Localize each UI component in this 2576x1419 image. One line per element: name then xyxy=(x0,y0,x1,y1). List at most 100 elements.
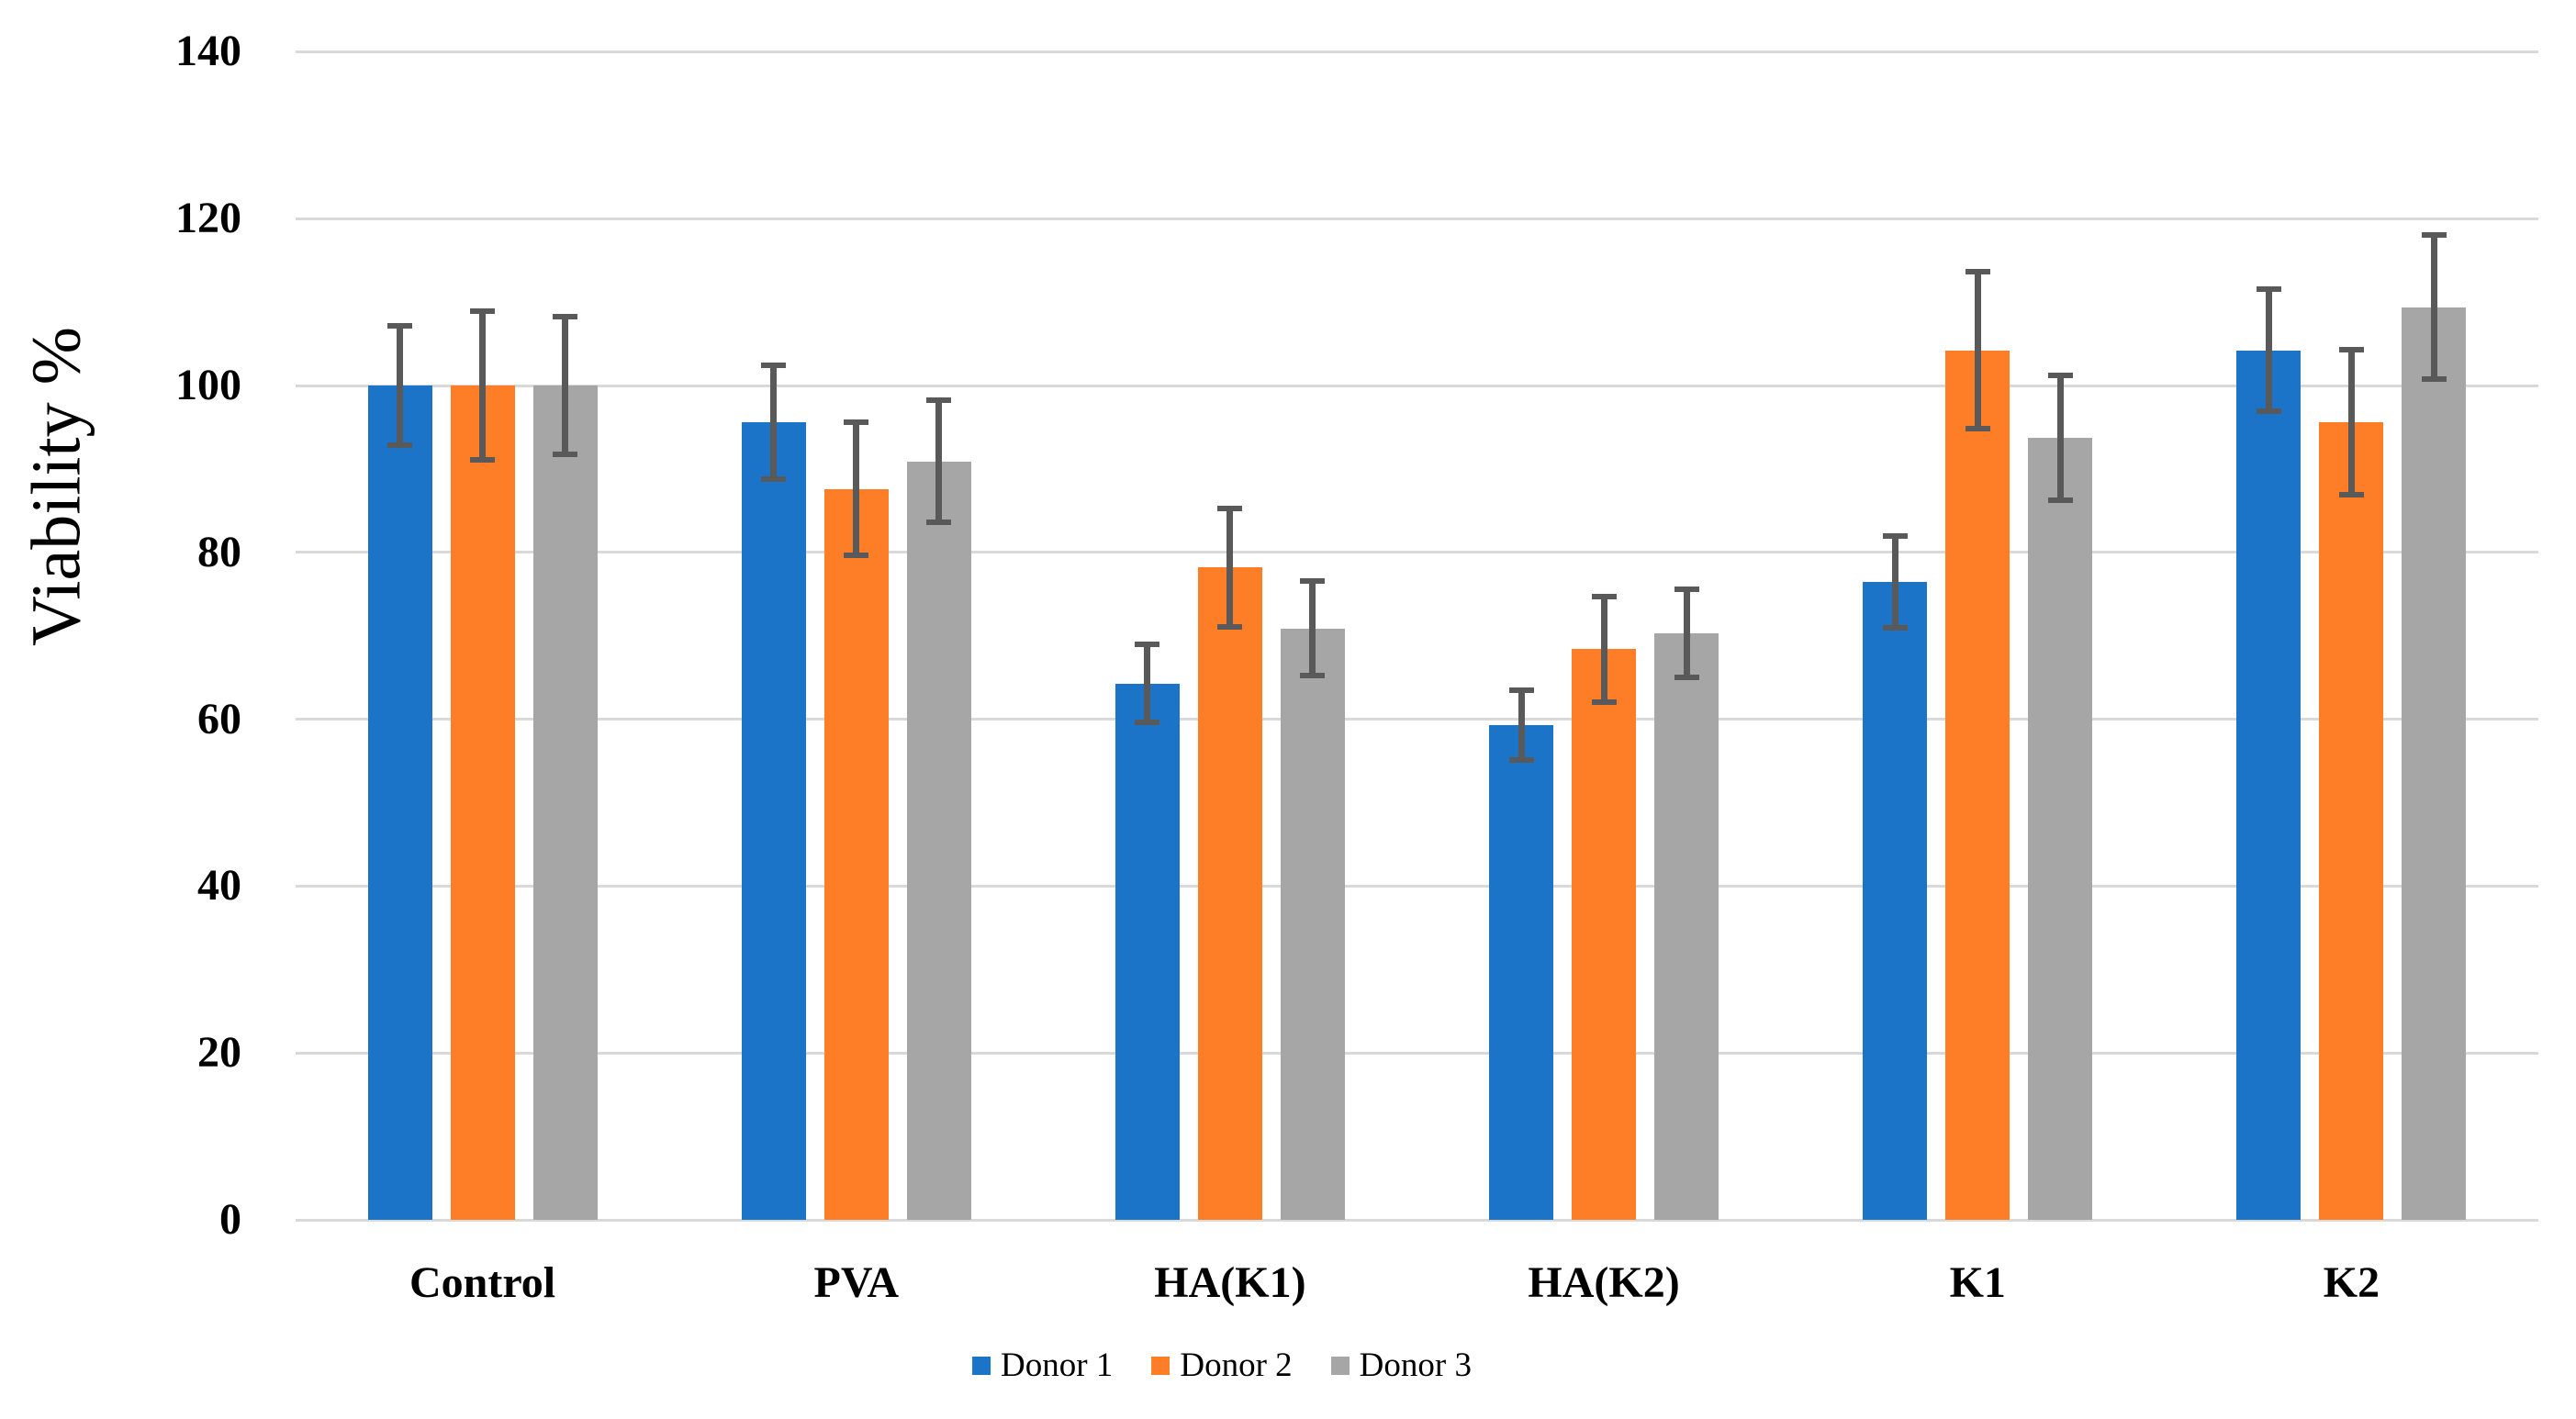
bar-donor-3-HA(K1) xyxy=(1280,628,1345,1220)
error-bar-cap xyxy=(926,397,952,404)
bar-donor-1-HA(K2) xyxy=(1489,724,1554,1220)
error-bar-cap xyxy=(844,419,869,425)
error-bar-cap xyxy=(1508,757,1534,764)
error-bar-line xyxy=(2265,289,2272,412)
error-bar-cap xyxy=(1508,687,1534,693)
gridline-y100 xyxy=(296,384,2538,387)
gridline-y80 xyxy=(296,551,2538,554)
error-bar-cap xyxy=(470,456,496,463)
error-bar-cap xyxy=(1674,675,1699,681)
error-bar-line xyxy=(397,326,404,445)
bar-donor-2-HA(K2) xyxy=(1572,649,1637,1220)
legend-entry-donor-1: Donor 1 xyxy=(972,1347,1113,1384)
error-bar-cap xyxy=(387,441,413,448)
error-bar-line xyxy=(770,365,778,479)
error-bar-line xyxy=(935,400,943,523)
error-bar-cap xyxy=(553,451,578,457)
bar-donor-3-PVA xyxy=(906,461,971,1220)
y-tick-label-20: 20 xyxy=(197,1028,241,1078)
error-bar-line xyxy=(2056,375,2064,501)
error-bar-cap xyxy=(2256,408,2281,415)
error-bar-cap xyxy=(1591,698,1617,705)
bar-donor-1-Control xyxy=(367,385,432,1220)
error-bar-cap xyxy=(2338,492,2364,498)
error-bar-line xyxy=(853,421,860,556)
error-bar-cap xyxy=(1882,532,1908,539)
error-bar-cap xyxy=(761,363,787,369)
error-bar-cap xyxy=(1882,624,1908,631)
error-bar-cap xyxy=(844,553,869,559)
error-bar-cap xyxy=(1965,426,1990,432)
bar-donor-2-K2 xyxy=(2319,421,2384,1220)
gridline-y60 xyxy=(296,718,2538,721)
error-bar-cap xyxy=(1217,623,1243,630)
bar-donor-3-K1 xyxy=(2028,438,2093,1220)
error-bar-cap xyxy=(553,314,578,320)
y-tick-label-80: 80 xyxy=(197,527,241,576)
x-axis-label-k2: K2 xyxy=(2323,1258,2380,1307)
legend-entry-donor-2: Donor 2 xyxy=(1151,1346,1293,1384)
error-bar-line xyxy=(479,311,487,460)
y-tick-label-120: 120 xyxy=(175,194,241,243)
y-tick-label-140: 140 xyxy=(175,27,241,76)
legend-swatch-icon-donor-1 xyxy=(972,1357,991,1375)
error-bar-line xyxy=(1226,508,1234,627)
y-tick-label-100: 100 xyxy=(175,361,241,409)
x-axis-label-ha-k1-: HA(K1) xyxy=(1154,1258,1306,1307)
error-bar-cap xyxy=(2338,346,2364,352)
error-bar-line xyxy=(1974,272,1981,430)
y-tick-label-0: 0 xyxy=(219,1195,241,1244)
error-bar-cap xyxy=(761,475,787,482)
bar-donor-3-K2 xyxy=(2402,307,2467,1220)
bar-donor-2-HA(K1) xyxy=(1197,567,1262,1220)
error-bar-cap xyxy=(926,520,952,526)
bar-donor-3-HA(K2) xyxy=(1654,632,1719,1220)
gridline-y40 xyxy=(296,884,2538,888)
error-bar-cap xyxy=(2421,375,2447,382)
error-bar-cap xyxy=(2047,373,2073,379)
error-bar-cap xyxy=(387,323,413,330)
x-axis-line xyxy=(296,1218,2538,1222)
error-bar-line xyxy=(1309,580,1316,676)
gridline-y140 xyxy=(296,50,2538,53)
x-axis-label-pva: PVA xyxy=(813,1258,899,1307)
gridline-y120 xyxy=(296,217,2538,220)
x-axis-label-k1: K1 xyxy=(1949,1258,2006,1307)
error-bar-cap xyxy=(1300,577,1326,584)
error-bar-line xyxy=(2347,349,2355,496)
bar-donor-1-K1 xyxy=(1863,581,1928,1220)
error-bar-cap xyxy=(1965,269,1990,275)
error-bar-cap xyxy=(470,308,496,315)
error-bar-line xyxy=(1144,643,1151,723)
bar-donor-3-Control xyxy=(532,385,598,1220)
bar-donor-2-K1 xyxy=(1945,350,2010,1220)
legend-label-donor-3: Donor 3 xyxy=(1359,1346,1472,1384)
error-bar-cap xyxy=(2047,497,2073,504)
error-bar-line xyxy=(2430,235,2437,379)
x-axis-label-control: Control xyxy=(409,1258,556,1307)
error-bar-cap xyxy=(1217,505,1243,511)
legend-swatch-icon-donor-2 xyxy=(1151,1357,1170,1375)
error-bar-line xyxy=(1891,535,1898,628)
bar-donor-2-PVA xyxy=(823,488,889,1220)
legend: Donor 1 Donor 2 Donor 3 xyxy=(972,1347,1472,1384)
bar-donor-1-K2 xyxy=(2236,350,2302,1220)
error-bar-cap xyxy=(1591,593,1617,599)
legend-label-donor-2: Donor 2 xyxy=(1180,1346,1293,1384)
gridline-y20 xyxy=(296,1051,2538,1055)
error-bar-line xyxy=(562,317,569,454)
bar-donor-2-Control xyxy=(450,385,515,1220)
y-tick-label-40: 40 xyxy=(197,861,241,911)
x-axis-label-ha-k2-: HA(K2) xyxy=(1528,1258,1680,1307)
y-tick-label-60: 60 xyxy=(197,694,241,743)
legend-entry-donor-3: Donor 3 xyxy=(1330,1346,1472,1384)
error-bar-line xyxy=(1600,596,1607,702)
error-bar-cap xyxy=(1135,720,1160,726)
legend-label-donor-1: Donor 1 xyxy=(1001,1346,1114,1384)
error-bar-line xyxy=(1518,689,1525,761)
legend-swatch-icon-donor-3 xyxy=(1330,1357,1350,1375)
bar-donor-1-PVA xyxy=(741,421,806,1220)
error-bar-cap xyxy=(2421,232,2447,239)
error-bar-cap xyxy=(1135,641,1160,647)
